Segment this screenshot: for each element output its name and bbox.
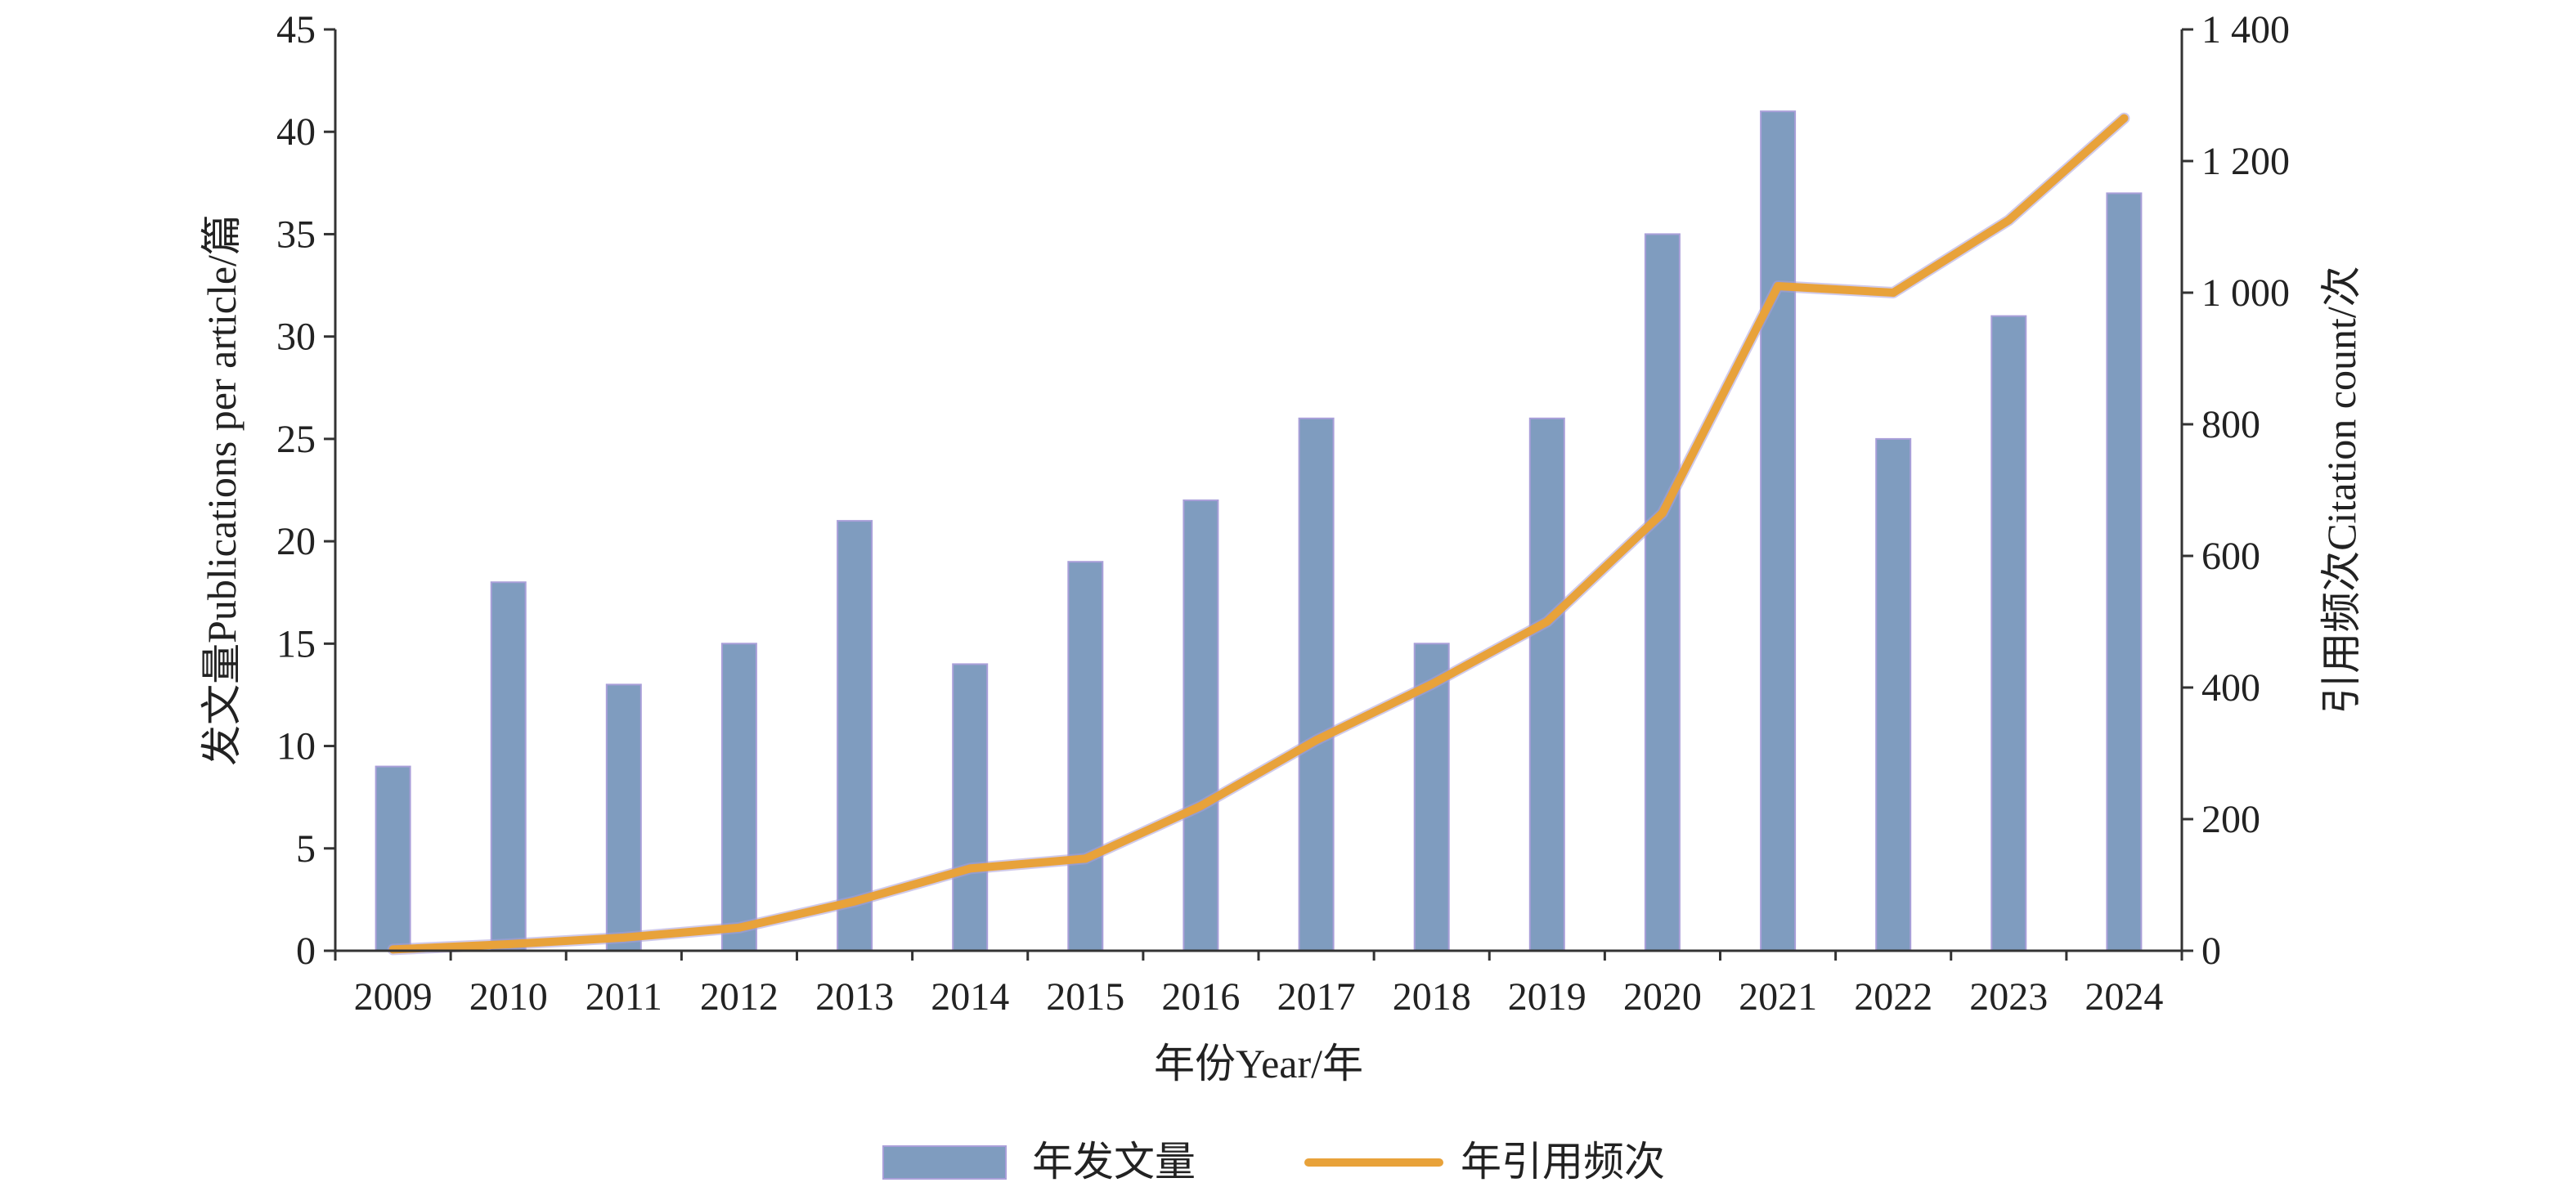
x-tick-label: 2021 [1739, 975, 1817, 1019]
line-point-2011 [619, 933, 628, 942]
left-tick-label: 35 [276, 213, 316, 256]
bar-2015 [1067, 561, 1104, 952]
right-tick-label: 600 [2201, 535, 2260, 578]
line-point-2016 [1196, 801, 1205, 810]
line-point-2013 [850, 897, 859, 906]
left-y-ticks: 0 5 10 15 20 25 30 35 40 45 [276, 8, 335, 973]
line-point-2024 [2120, 114, 2129, 123]
bar-2024 [2106, 192, 2143, 952]
left-tick-label: 20 [276, 520, 316, 563]
bar-2009 [375, 765, 411, 952]
x-tick-label: 2016 [1161, 975, 1240, 1019]
x-tick-label: 2018 [1393, 975, 1471, 1019]
x-tick-label: 2023 [1969, 975, 2048, 1019]
bar-2013 [837, 520, 873, 952]
bar-2020 [1644, 233, 1681, 952]
left-tick-label: 0 [296, 929, 316, 973]
bar-2012 [720, 643, 757, 952]
line-point-2012 [734, 923, 743, 932]
x-tick-label: 2013 [815, 975, 894, 1019]
x-ticks: 2009 2010 2011 2012 2013 2014 2015 2016 2017 2018… [334, 951, 2183, 1019]
left-tick-label: 30 [276, 316, 316, 359]
line-point-2014 [966, 864, 975, 873]
right-tick-label: 1 000 [2201, 271, 2290, 315]
bar-series [375, 110, 2143, 952]
x-tick-label: 2015 [1046, 975, 1124, 1019]
legend-bar-swatch [882, 1145, 1007, 1180]
bar-2022 [1875, 437, 1912, 952]
right-y-ticks: 0 200 400 600 800 1 000 1 200 1 400 [2182, 8, 2290, 973]
line-point-2018 [1427, 680, 1436, 688]
left-tick-label: 45 [276, 8, 316, 52]
x-tick-label: 2022 [1854, 975, 1932, 1019]
right-tick-label: 0 [2201, 929, 2221, 973]
bar-2011 [605, 683, 642, 952]
legend: 年发文量 年引用频次 [882, 1139, 1665, 1185]
x-tick-label: 2010 [469, 975, 548, 1019]
line-point-2021 [1774, 282, 1783, 290]
line-series [387, 112, 2130, 956]
right-tick-label: 400 [2201, 666, 2260, 710]
right-y-axis-label: 引用频次Citation count/次 [2318, 266, 2364, 714]
x-tick-label: 2009 [354, 975, 433, 1019]
line-point-2009 [388, 945, 397, 954]
line-point-2019 [1542, 617, 1551, 626]
legend-line-label: 年引用频次 [1461, 1139, 1665, 1185]
bar-2023 [1990, 315, 2027, 952]
bar-2010 [490, 581, 527, 952]
x-tick-label: 2012 [700, 975, 779, 1019]
right-tick-label: 1 400 [2201, 8, 2290, 52]
line-point-2015 [1081, 854, 1090, 863]
bar-2014 [952, 663, 989, 952]
line-point-2020 [1658, 508, 1667, 517]
left-tick-label: 40 [276, 110, 316, 154]
right-tick-label: 800 [2201, 403, 2260, 446]
legend-bar-label: 年发文量 [1032, 1139, 1196, 1185]
left-tick-label: 10 [276, 725, 316, 768]
bar-2021 [1760, 110, 1797, 952]
left-tick-label: 15 [276, 622, 316, 665]
x-tick-label: 2011 [586, 975, 662, 1019]
line-point-2010 [504, 940, 513, 948]
citation-line [388, 114, 2129, 954]
right-tick-label: 200 [2201, 798, 2260, 841]
x-tick-label: 2019 [1508, 975, 1586, 1019]
bar-2016 [1183, 499, 1219, 952]
bar-2019 [1528, 417, 1565, 952]
right-tick-label: 1 200 [2201, 140, 2290, 183]
left-tick-label: 25 [276, 418, 316, 461]
left-tick-label: 5 [296, 827, 316, 871]
x-tick-label: 2014 [931, 975, 1009, 1019]
line-point-2017 [1312, 736, 1321, 745]
citation-line-shadow [387, 112, 2130, 956]
x-tick-label: 2017 [1277, 975, 1356, 1019]
line-point-2023 [2004, 216, 2013, 225]
bar-2017 [1298, 417, 1335, 952]
x-tick-label: 2020 [1623, 975, 1702, 1019]
line-point-2022 [1889, 289, 1898, 297]
x-tick-label: 2024 [2085, 975, 2163, 1019]
left-y-axis-label: 发文量Publications per article/篇 [199, 214, 245, 766]
x-axis-label: 年份Year/年 [1154, 1041, 1363, 1086]
